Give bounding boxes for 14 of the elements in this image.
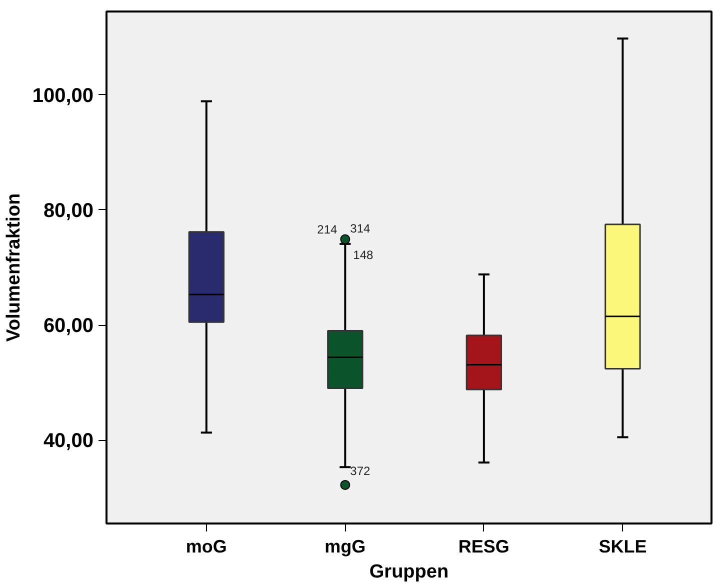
annotation: 314 (350, 221, 371, 236)
annotation: 148 (353, 248, 374, 262)
annotation: 214 (317, 222, 338, 236)
y-tick-label: 100,00 (32, 84, 94, 107)
y-tick-label: 80,00 (43, 200, 94, 222)
x-axis-title: Gruppen (369, 562, 449, 582)
x-tick-label: RESG (458, 536, 510, 556)
x-tick-label: moG (186, 536, 227, 556)
y-tick-label: 60,00 (43, 315, 94, 338)
y-axis-title: Volumenfraktion (3, 193, 24, 342)
x-tick-label: mgG (324, 536, 366, 556)
y-tick-label: 40,00 (43, 430, 94, 452)
x-tick-label: SKLE (598, 536, 647, 556)
annotation: 372 (350, 464, 371, 478)
